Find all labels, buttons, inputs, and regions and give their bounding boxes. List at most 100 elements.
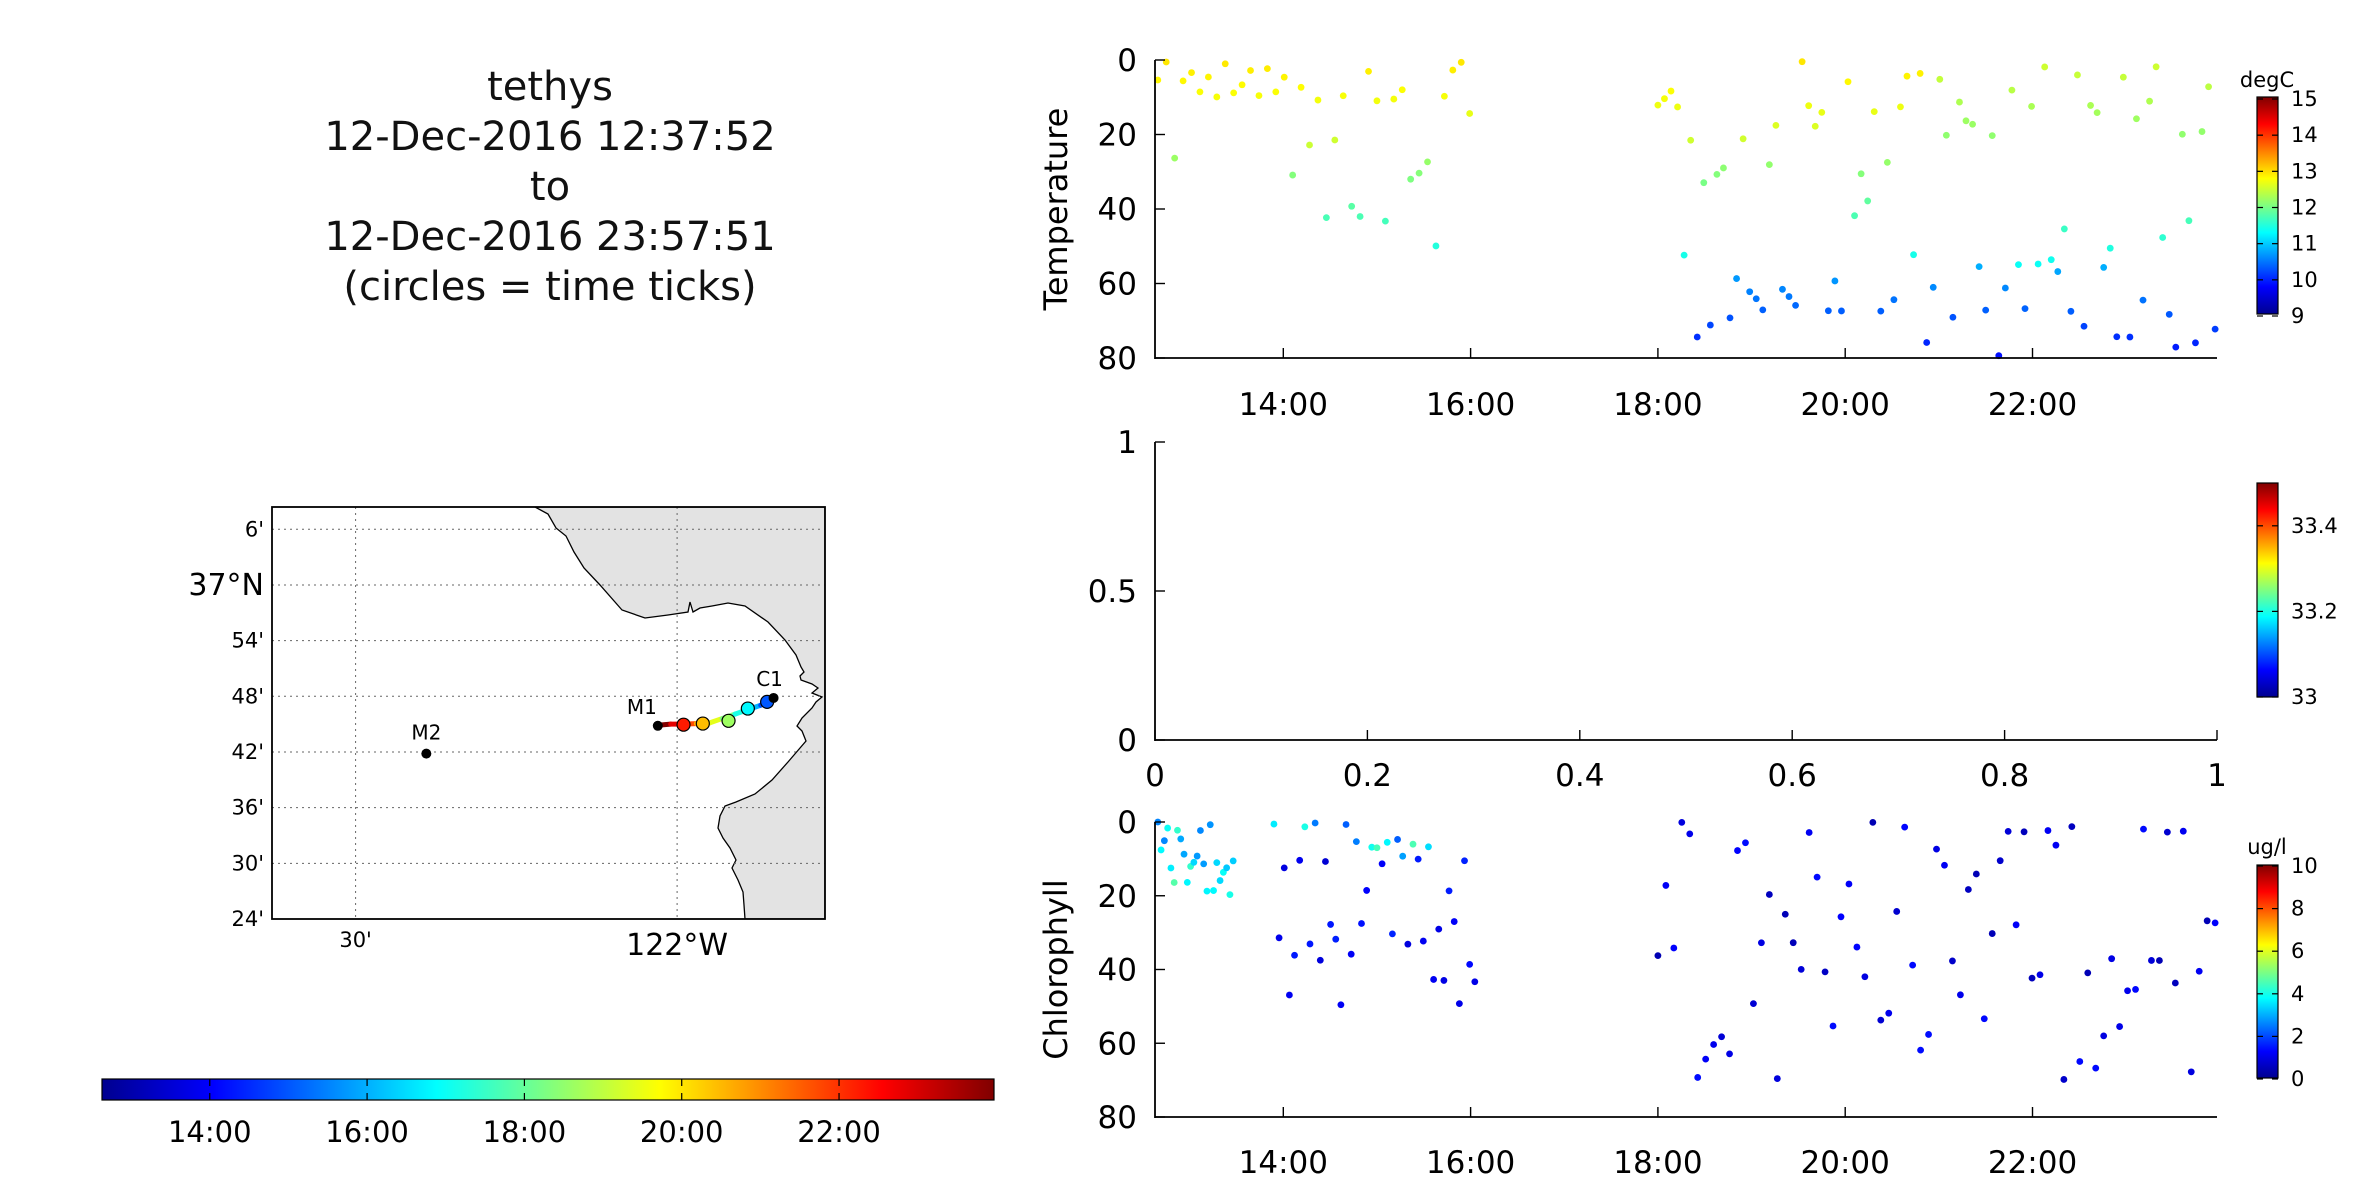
chlorophyll-point <box>1190 858 1198 866</box>
chlorophyll-point <box>1322 858 1329 865</box>
temperature-point <box>1779 285 1786 293</box>
y-tick-label: 80 <box>1098 341 1137 377</box>
chlorophyll-point <box>2171 979 2179 987</box>
temperature-point <box>2172 343 2180 351</box>
temperature-point <box>1824 307 1832 315</box>
chlorophyll-point <box>1933 845 1940 853</box>
temperature-point <box>1818 108 1826 116</box>
chlorophyll-point <box>1183 878 1191 886</box>
colorbar-tick-label: 18:00 <box>483 1115 567 1149</box>
temperature-point <box>1322 214 1330 222</box>
chlorophyll-point <box>1193 852 1201 860</box>
chlorophyll-point <box>1378 860 1386 868</box>
chlorophyll-point <box>1829 1022 1837 1030</box>
temperature-point <box>2106 244 2114 252</box>
temperature-point <box>1726 314 1734 322</box>
chlorophyll-point <box>2187 1068 2195 1076</box>
temperature-point <box>1204 73 1212 81</box>
station-label: M2 <box>411 721 441 745</box>
map-frame <box>271 506 826 920</box>
x-tick-label: 22:00 <box>1988 1145 2077 1181</box>
chlorophyll-point <box>1662 882 1670 889</box>
colorbar-tick-label: 33 <box>2291 685 2318 709</box>
chlorophyll-point <box>1389 930 1396 938</box>
temperature-point <box>1188 69 1195 76</box>
colorbar-tick-label: 22:00 <box>797 1115 881 1149</box>
temperature-point <box>1798 58 1806 66</box>
chlorophyll-point <box>1203 887 1211 895</box>
chlorophyll-point <box>1813 873 1821 881</box>
x-tick-label: 0.2 <box>1343 758 1392 794</box>
chlorophyll-point <box>1909 961 1917 969</box>
temperature-point <box>1831 277 1839 285</box>
temperature-point <box>2126 333 2134 341</box>
chlorophyll-point <box>2124 987 2131 995</box>
temperature-point <box>2054 268 2062 275</box>
colorbar-tick-label: 14 <box>2291 123 2318 147</box>
temperature-point <box>2087 102 2094 109</box>
colorbar-tick-label: 2 <box>2291 1024 2304 1048</box>
temperature-point <box>2192 339 2199 347</box>
temperature-point <box>1247 67 1254 74</box>
temperature-point <box>1706 321 1714 329</box>
temperature-point <box>1297 83 1305 91</box>
chlorophyll-point <box>2211 919 2219 927</box>
temperature-point <box>1759 306 1767 314</box>
temperature-point <box>1263 65 1271 73</box>
map-lat-label: 42' <box>232 740 265 764</box>
chlorophyll-point <box>1893 908 1901 915</box>
chlorophyll-point <box>1285 991 1293 999</box>
x-tick-label: 20:00 <box>1801 1145 1890 1181</box>
y-tick-label: 20 <box>1098 879 1137 915</box>
chlorophyll-point <box>1414 855 1422 863</box>
x-tick-label: 20:00 <box>1801 387 1890 423</box>
station-marker <box>652 720 663 731</box>
title-line: (circles = time ticks) <box>343 264 757 310</box>
map-lat-label: 6' <box>245 517 264 541</box>
chlorophyll-point <box>1757 939 1765 947</box>
temperature-point <box>2034 260 2042 268</box>
chlorophyll-point <box>1789 939 1797 947</box>
chlorophyll-point <box>1229 857 1237 865</box>
chlorophyll-point <box>1213 859 1221 867</box>
x-tick-label: 0.4 <box>1555 758 1604 794</box>
temperature-colorbar <box>2256 96 2279 315</box>
colorbar-tick-label: 14:00 <box>168 1115 252 1149</box>
temperature-point <box>1314 96 1322 104</box>
chlorophyll-point <box>1925 1031 1932 1038</box>
chlorophyll-point <box>1316 956 1324 964</box>
colorbar-tick-label: 10 <box>2291 854 2318 878</box>
temperature-point <box>1923 339 1931 346</box>
temperature-point <box>2205 83 2212 91</box>
chlorophyll-point <box>1710 1041 1718 1048</box>
chlorophyll-point <box>1358 920 1365 927</box>
chlorophyll-point <box>1750 1000 1757 1008</box>
station-label: C1 <box>756 667 783 691</box>
colorbar-tick-label: 11 <box>2291 232 2318 256</box>
y-tick-label: 60 <box>1098 1026 1137 1062</box>
land-area <box>534 507 825 919</box>
y-tick-label: 0 <box>1117 723 1137 759</box>
chlorophyll-point <box>1368 843 1376 851</box>
temperature-point <box>2165 310 2173 318</box>
chlorophyll-point <box>2036 971 2044 979</box>
chlorophyll-point <box>2076 1058 2084 1065</box>
chlorophyll-point <box>1466 960 1474 968</box>
chlorophyll-point <box>1170 879 1178 886</box>
temperature-point <box>1449 66 1457 74</box>
map-lon-label: 30' <box>339 928 372 952</box>
chlorophyll-point <box>1885 1009 1893 1017</box>
chlorophyll-point <box>1430 976 1438 983</box>
temperature-point <box>1811 122 1819 130</box>
temperature-point <box>1870 108 1878 116</box>
chlorophyll-point <box>2132 986 2139 993</box>
temperature-point <box>2074 71 2081 79</box>
chlorophyll-point <box>1471 978 1479 986</box>
chlorophyll-point <box>2052 841 2060 849</box>
temperature-point <box>1838 307 1845 315</box>
x-tick-label: 16:00 <box>1426 387 1515 423</box>
colorbar-unit: ug/l <box>2247 835 2287 859</box>
chlorophyll-point <box>1941 861 1948 869</box>
x-tick-label: 0.8 <box>1980 758 2029 794</box>
